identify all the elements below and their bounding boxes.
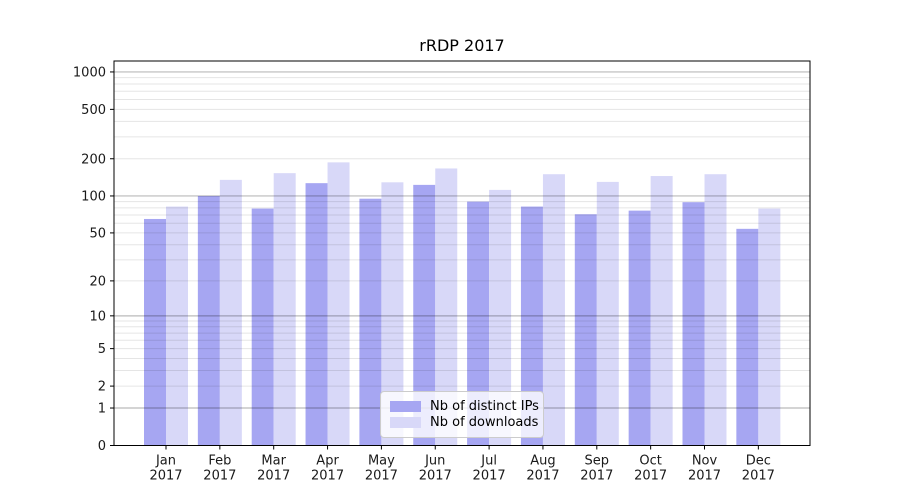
bar-ips-sep (574, 214, 597, 446)
y-tick-label-10: 10 (89, 309, 106, 324)
bar-ips-jul (467, 201, 490, 446)
bar-ips-aug (520, 206, 543, 446)
bar-downloads-may (381, 182, 404, 446)
y-tick-label-500: 500 (81, 103, 106, 118)
bar-ips-mar (251, 208, 274, 446)
x-tick-label-sep: Sep (585, 454, 610, 469)
y-tick-label-200: 200 (81, 152, 106, 167)
x-tick-label-jun-year: 2017 (419, 469, 452, 484)
legend-item-distinct-ips: Nb of distinct IPs (390, 399, 539, 414)
x-tick-label-oct-year: 2017 (634, 469, 667, 484)
y-tick-label-2: 2 (98, 380, 106, 395)
y-tick-label-1: 1 (98, 402, 106, 417)
x-tick-label-jul-year: 2017 (473, 469, 506, 484)
y-tick-label-1000: 1000 (73, 65, 106, 80)
x-tick-label-nov-year: 2017 (688, 469, 721, 484)
x-tick-label-may-year: 2017 (365, 469, 398, 484)
x-tick-label-mar-year: 2017 (257, 469, 290, 484)
plot-border (113, 60, 811, 446)
bar-downloads-aug (542, 174, 565, 446)
bar-ips-apr (305, 183, 328, 446)
bar-downloads-jul (489, 189, 512, 446)
bar-ips-oct (628, 210, 651, 446)
bar-ips-feb (197, 195, 220, 446)
bar-downloads-mar (273, 173, 296, 446)
legend-swatch-downloads (390, 417, 421, 428)
chart-title: rRDP 2017 (419, 36, 505, 55)
bar-downloads-feb (219, 179, 242, 446)
x-tick-label-may: May (368, 454, 395, 469)
bar-downloads-nov (704, 174, 727, 446)
bar-ips-jun (413, 184, 436, 446)
y-tick-label-50: 50 (89, 226, 106, 241)
x-tick-label-feb-year: 2017 (203, 469, 236, 484)
x-tick-label-dec-year: 2017 (742, 469, 775, 484)
x-tick-label-mar: Mar (261, 454, 286, 469)
bar-ips-nov (682, 202, 705, 446)
y-tick-label-0: 0 (98, 439, 106, 454)
bar-downloads-apr (327, 162, 350, 446)
x-tick-label-jan-year: 2017 (149, 469, 182, 484)
y-tick-label-20: 20 (89, 274, 106, 289)
legend-item-downloads: Nb of downloads (390, 415, 539, 430)
legend-label-distinct-ips: Nb of distinct IPs (430, 399, 539, 414)
x-tick-label-jan: Jan (155, 454, 176, 469)
x-tick-label-apr-year: 2017 (311, 469, 344, 484)
bar-downloads-jun (435, 168, 458, 446)
x-tick-label-sep-year: 2017 (580, 469, 613, 484)
legend-label-downloads: Nb of downloads (430, 415, 539, 430)
x-tick-label-jun: Jun (424, 454, 445, 469)
bar-downloads-sep (596, 181, 619, 446)
x-tick-label-dec: Dec (746, 454, 771, 469)
y-tick-label-5: 5 (98, 342, 106, 357)
bar-downloads-oct (650, 176, 673, 446)
y-tick-label-100: 100 (81, 189, 106, 204)
legend-swatch-distinct-ips (390, 401, 421, 412)
x-tick-label-aug-year: 2017 (526, 469, 559, 484)
bar-downloads-dec (758, 208, 781, 446)
legend: Nb of distinct IPs Nb of downloads (380, 391, 544, 438)
x-tick-label-nov: Nov (692, 454, 718, 469)
bar-downloads-jan (166, 206, 188, 446)
x-tick-label-oct: Oct (639, 454, 661, 469)
x-tick-label-aug: Aug (530, 454, 555, 469)
bar-ips-may (359, 198, 382, 446)
bar-ips-dec (736, 228, 759, 446)
x-tick-label-feb: Feb (208, 454, 231, 469)
x-tick-label-jul: Jul (480, 454, 497, 469)
bar-ips-jan (144, 218, 166, 446)
x-tick-label-apr: Apr (316, 454, 339, 469)
